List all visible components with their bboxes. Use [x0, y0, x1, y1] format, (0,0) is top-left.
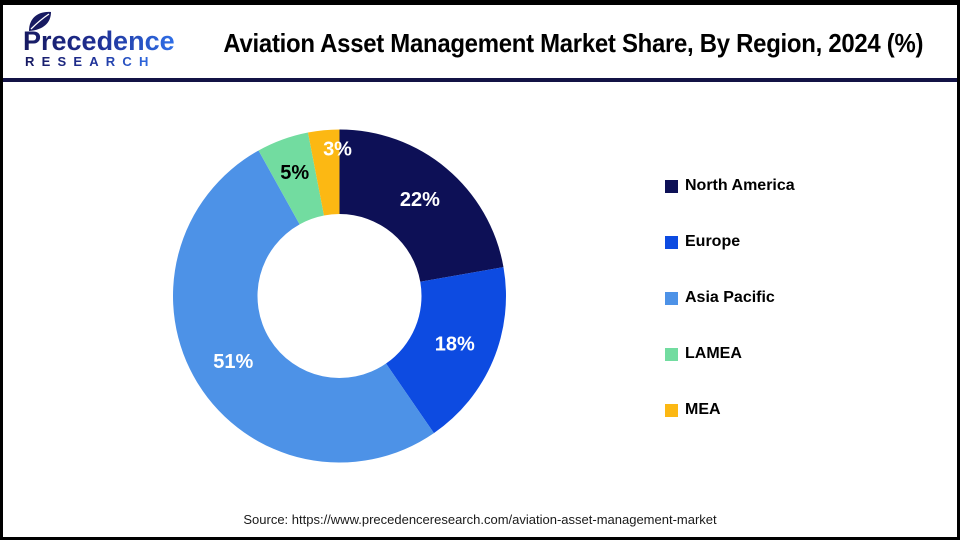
donut-slice-north-america — [339, 129, 504, 282]
legend-item-mea: MEA — [665, 400, 795, 420]
legend-item-north-america: North America — [665, 176, 795, 196]
donut-slice-mea — [307, 129, 340, 216]
legend-item-europe: Europe — [665, 232, 795, 252]
chart-area: 22% 18% 51% 5% 3% North America Europe Asia Pa… — [3, 82, 957, 537]
legend-label-north-america: North America — [685, 177, 795, 194]
donut-value-label-europe: 18% — [435, 333, 475, 355]
donut-value-label-asia-pacific: 51% — [213, 351, 253, 373]
logo-name: Precedence — [23, 26, 175, 56]
legend-swatch-lamea — [665, 347, 678, 361]
donut-slice-europe — [385, 267, 506, 434]
legend-item-lamea: LAMEA — [665, 344, 795, 364]
precedence-logo: Precedence RESEARCH — [3, 10, 193, 73]
source-text: Source: https://www.precedenceresearch.c… — [243, 512, 717, 527]
donut-chart: 22% 18% 51% 5% 3% — [172, 129, 506, 463]
legend-swatch-asia-pacific — [665, 291, 678, 305]
logo-subtitle: RESEARCH — [25, 54, 156, 68]
header-divider — [3, 78, 957, 82]
donut-slice-lamea — [258, 132, 324, 225]
legend-item-asia-pacific: Asia Pacific — [665, 288, 795, 308]
legend-swatch-mea — [665, 403, 678, 417]
legend-label-mea: MEA — [685, 401, 721, 418]
donut-value-label-north-america: 22% — [400, 189, 440, 211]
logo-graphic: Precedence RESEARCH — [23, 11, 175, 69]
donut-slice-asia-pacific — [172, 150, 434, 463]
legend-label-europe: Europe — [685, 233, 741, 250]
legend-swatch-north-america — [665, 179, 678, 193]
legend-label-asia-pacific: Asia Pacific — [685, 289, 775, 306]
legend-label-lamea: LAMEA — [685, 345, 742, 362]
donut-value-label-mea: 3% — [323, 139, 352, 161]
page-title: Aviation Asset Management Market Share, … — [193, 23, 954, 60]
chart-legend: North America Europe Asia Pacific LAMEA MEA — [665, 176, 795, 456]
page-title-text: Aviation Asset Management Market Share, … — [223, 28, 924, 58]
leaf-icon — [29, 11, 51, 31]
donut-value-label-lamea: 5% — [280, 162, 309, 184]
legend-swatch-europe — [665, 235, 678, 249]
header: Precedence RESEARCH Aviation Asset Manag… — [3, 5, 957, 78]
